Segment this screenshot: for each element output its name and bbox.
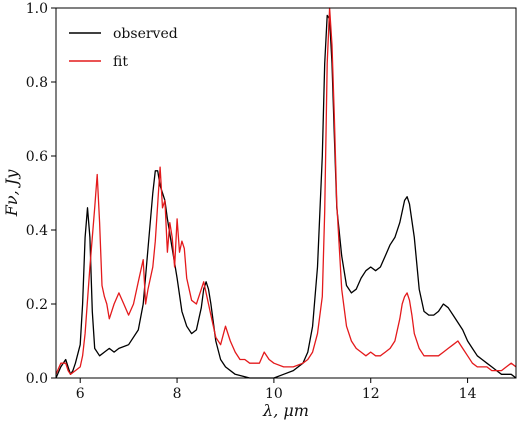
y-axis: 0.0 0.2 0.4 0.6 0.8 1.0 bbox=[26, 1, 56, 387]
series-layer bbox=[55, 7, 517, 379]
series-line-fit bbox=[55, 7, 517, 375]
x-axis: 6 8 10 12 14 bbox=[76, 378, 477, 402]
legend-label-observed: observed bbox=[113, 26, 178, 42]
y-tick-label-3: 0.6 bbox=[26, 149, 48, 165]
x-tick-label-12: 12 bbox=[362, 386, 380, 402]
y-axis-title: Fν, Jy bbox=[2, 169, 21, 217]
plot-area bbox=[55, 7, 517, 379]
y-tick-label-0: 0.0 bbox=[26, 371, 48, 387]
y-tick-label-1: 0.2 bbox=[26, 297, 48, 313]
x-tick-label-10: 10 bbox=[265, 386, 283, 402]
x-tick-label-6: 6 bbox=[76, 386, 85, 402]
series-line-observed bbox=[55, 14, 517, 379]
y-tick-label-4: 0.8 bbox=[26, 75, 48, 91]
plot-frame bbox=[55, 7, 517, 379]
legend-label-fit: fit bbox=[113, 54, 128, 70]
y-tick-label-2: 0.4 bbox=[26, 223, 48, 239]
x-axis-title: λ, μm bbox=[262, 401, 309, 420]
x-tick-label-14: 14 bbox=[459, 386, 477, 402]
legend: observed fit bbox=[69, 26, 178, 70]
y-tick-label-5: 1.0 bbox=[26, 1, 48, 17]
x-tick-label-8: 8 bbox=[173, 386, 182, 402]
